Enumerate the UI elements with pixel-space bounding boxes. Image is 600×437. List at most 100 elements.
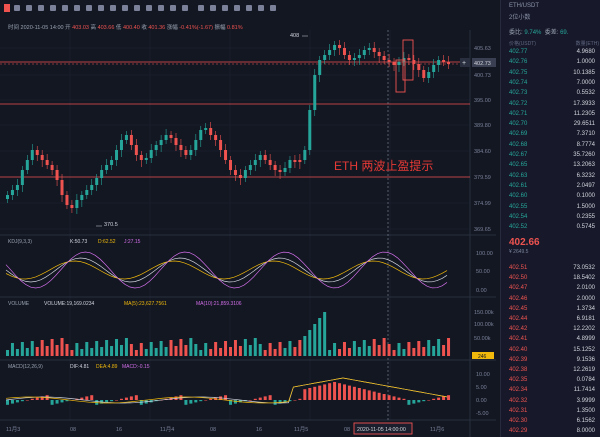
ask-qty: 0.1000: [576, 193, 595, 200]
ask-row[interactable]: 402.75 10.1385: [509, 69, 595, 78]
ask-row[interactable]: 402.71 11.2305: [509, 110, 595, 119]
ask-qty: 1.5000: [576, 203, 595, 210]
strategy-annotation[interactable]: ETH 两波止盈提示: [334, 158, 433, 173]
pattern-icon[interactable]: [74, 5, 80, 11]
fib-icon[interactable]: [38, 5, 44, 11]
precision-select[interactable]: 2位小数: [509, 15, 531, 21]
ask-row[interactable]: 402.74 7.0000: [509, 79, 595, 88]
ruler-icon[interactable]: [86, 5, 92, 11]
bid-row[interactable]: 402.42 12.2202: [509, 325, 595, 334]
star-icon[interactable]: [170, 5, 176, 11]
ask-row[interactable]: 402.73 0.5532: [509, 89, 595, 98]
bid-row[interactable]: 402.40 15.1252: [509, 346, 595, 355]
trash-icon[interactable]: [146, 5, 152, 11]
bid-row[interactable]: 402.34 11.7414: [509, 386, 595, 395]
bid-qty: 1.3500: [576, 407, 595, 414]
bid-row[interactable]: 402.35 0.0784: [509, 376, 595, 385]
zoom-icon[interactable]: [98, 5, 104, 11]
trendline-icon[interactable]: [26, 5, 32, 11]
ask-row[interactable]: 402.60 0.1000: [509, 192, 595, 201]
ask-row[interactable]: 402.52 0.5745: [509, 223, 595, 232]
kline-chart-svg[interactable]: 时间 2020-11-05 14:00 开 403.03 高 403.66 低 …: [0, 0, 496, 437]
eye-icon[interactable]: [134, 5, 140, 11]
ask-row[interactable]: 402.55 1.5000: [509, 203, 595, 212]
kdj-title: KDJ(9,3,3): [8, 239, 32, 245]
ask-qty: 0.2355: [576, 213, 595, 220]
fullscreen-icon[interactable]: [246, 5, 252, 11]
volume-bar: [347, 348, 351, 356]
bid-row[interactable]: 402.45 1.3734: [509, 305, 595, 314]
candle-body: [372, 48, 376, 52]
lock-icon[interactable]: [122, 5, 128, 11]
ask-row[interactable]: 402.63 6.3232: [509, 172, 595, 181]
volume-bar: [115, 339, 119, 356]
undo-icon[interactable]: [198, 5, 204, 11]
bid-row[interactable]: 402.50 18.5402: [509, 274, 595, 283]
bid-qty: 8.0000: [576, 428, 595, 435]
ask-row[interactable]: 402.69 7.3710: [509, 130, 595, 139]
macd-bar: [338, 383, 342, 400]
candle-body: [129, 135, 133, 145]
ask-row[interactable]: 402.68 8.7774: [509, 141, 595, 150]
ask-price: 402.52: [509, 224, 528, 231]
time-tick: 11月5: [294, 426, 308, 433]
macd-bar: [432, 398, 436, 400]
price-axis[interactable]: 405.63 400.73 395.00 389.80 384.60 379.5…: [474, 46, 491, 233]
orderbook-panel[interactable]: ETH/USDT 2位小数 委比: 9.74% 委差: 69. 价格(USDT)…: [500, 0, 600, 437]
volume-axis: 150.00k 100.00k 50.00k: [474, 310, 494, 342]
bid-row[interactable]: 402.46 2.0000: [509, 295, 595, 304]
ask-row[interactable]: 402.61 2.0497: [509, 182, 595, 191]
ask-row[interactable]: 402.72 17.3933: [509, 100, 595, 109]
ask-price: 402.72: [509, 100, 528, 107]
bid-row[interactable]: 402.30 6.1562: [509, 417, 595, 426]
svg-text:50.00: 50.00: [476, 269, 490, 275]
bid-row[interactable]: 402.29 8.0000: [509, 427, 595, 436]
volume-bar: [263, 350, 267, 356]
magnet-icon[interactable]: [110, 5, 116, 11]
more-icon[interactable]: [270, 5, 276, 11]
toolbar-icons[interactable]: [14, 5, 276, 11]
text-tool-icon[interactable]: [62, 5, 68, 11]
volume-bar: [70, 350, 74, 356]
ask-row[interactable]: 402.70 29.6511: [509, 120, 595, 129]
price-tick: 395.00: [474, 98, 491, 104]
share-icon[interactable]: [258, 5, 264, 11]
plus-icon[interactable]: +: [462, 60, 466, 67]
bid-row[interactable]: 402.41 4.8999: [509, 335, 595, 344]
bid-row[interactable]: 402.47 2.0100: [509, 284, 595, 293]
link-icon[interactable]: [158, 5, 164, 11]
redo-icon[interactable]: [210, 5, 216, 11]
bid-row[interactable]: 402.44 6.9181: [509, 315, 595, 324]
open-value: 403.03: [72, 25, 89, 31]
layers-icon[interactable]: [182, 5, 188, 11]
kline-chart-area[interactable]: 时间 2020-11-05 14:00 开 403.03 高 403.66 低 …: [0, 0, 496, 437]
add-alert-button[interactable]: [460, 58, 470, 67]
ask-row[interactable]: 402.77 4.9680: [509, 48, 595, 57]
tp-boxes[interactable]: [395, 39, 414, 93]
bid-row[interactable]: 402.31 1.3500: [509, 407, 595, 416]
crosshair-icon[interactable]: [14, 5, 20, 11]
ask-row[interactable]: 402.76 1.0000: [509, 58, 595, 67]
brush-icon[interactable]: [50, 5, 56, 11]
volume-bar: [95, 341, 99, 356]
bid-row[interactable]: 402.38 12.2619: [509, 366, 595, 375]
time-axis[interactable]: 11月3 08 16 11月4 08 16 11月5 08 11月6: [6, 426, 444, 433]
ask-row[interactable]: 402.65 13.2063: [509, 161, 595, 170]
ask-row[interactable]: 402.54 0.2355: [509, 213, 595, 222]
volume-bar: [144, 349, 148, 356]
tp-box-2[interactable]: [402, 39, 414, 81]
time-tick: 16: [116, 427, 122, 433]
bid-row[interactable]: 402.32 3.9999: [509, 397, 595, 406]
tp-box-1[interactable]: [395, 59, 406, 93]
candle-body: [159, 140, 163, 145]
camera-icon[interactable]: [234, 5, 240, 11]
macd-bar: [50, 400, 54, 405]
bid-row[interactable]: 402.51 73.0532: [509, 264, 595, 273]
macd-bar: [333, 382, 337, 400]
bid-row[interactable]: 402.39 9.1536: [509, 356, 595, 365]
candles-group: [6, 40, 451, 214]
drawn-lines[interactable]: [0, 30, 470, 420]
ask-row[interactable]: 402.67 35.7260: [509, 151, 595, 160]
ask-price: 402.61: [509, 182, 528, 189]
settings-icon[interactable]: [222, 5, 228, 11]
